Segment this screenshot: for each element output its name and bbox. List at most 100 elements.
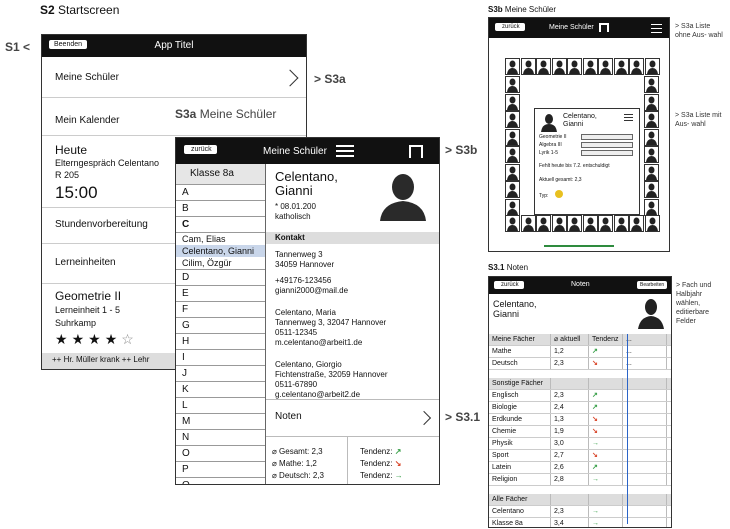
letter-A[interactable]: A: [176, 185, 265, 201]
student-thumbnail[interactable]: [567, 215, 582, 232]
subject-grade[interactable]: 3,0: [551, 438, 589, 449]
list-menu-icon[interactable]: [651, 24, 662, 33]
student-thumbnail[interactable]: [505, 198, 520, 216]
student-thumbnail[interactable]: [505, 76, 520, 93]
letter-J[interactable]: J: [176, 366, 265, 382]
letter-E[interactable]: E: [176, 286, 265, 302]
student-thumbnail[interactable]: [644, 146, 659, 163]
section-other: Sonstige Fächer: [489, 378, 671, 390]
edit-button[interactable]: Bearbeiten: [637, 281, 668, 289]
student-thumbnail[interactable]: [551, 215, 567, 232]
student-thumbnail[interactable]: [505, 163, 520, 181]
class-header[interactable]: Klasse 8a: [176, 164, 265, 185]
student-thumbnail[interactable]: [598, 215, 613, 232]
subject-grade[interactable]: 1,3: [551, 414, 589, 425]
letter-I[interactable]: I: [176, 350, 265, 366]
letter-F[interactable]: F: [176, 302, 265, 318]
s3b-back-button[interactable]: zurück: [495, 23, 525, 31]
student-thumbnail[interactable]: [644, 181, 659, 198]
grid-view-icon[interactable]: [599, 23, 609, 32]
subject-grade[interactable]: 1,9: [551, 426, 589, 437]
student-thumbnail[interactable]: [520, 58, 536, 75]
letter-H[interactable]: H: [176, 334, 265, 350]
s31-name-line1: Celentano,: [493, 299, 537, 309]
s2-subject-block[interactable]: Geometrie II Lerneinheit 1 - 5 Suhrkamp …: [42, 283, 306, 353]
grid-view-icon[interactable]: [409, 145, 423, 158]
student-thumbnail[interactable]: [613, 215, 629, 232]
student-thumbnail[interactable]: [505, 215, 520, 232]
student-thumbnail[interactable]: [505, 58, 520, 75]
student-thumbnail[interactable]: [567, 58, 582, 75]
subject-grade[interactable]: 2,3: [551, 358, 589, 369]
letter-Q[interactable]: Q: [176, 478, 265, 484]
student-list-item[interactable]: Cilim, Özgür: [182, 258, 232, 268]
popup-subject-row: Algebra III: [539, 141, 635, 149]
letter-L[interactable]: L: [176, 398, 265, 414]
s2-item-students[interactable]: Meine Schüler: [42, 57, 306, 98]
s2-back-button[interactable]: Beenden: [49, 40, 88, 49]
student-list-item[interactable]: Cam, Elias: [182, 234, 226, 244]
grade-cell: [623, 414, 667, 425]
letter-G[interactable]: G: [176, 318, 265, 334]
s2-item-units[interactable]: Lerneinheiten: [42, 243, 306, 284]
student-thumbnail[interactable]: [505, 181, 520, 198]
stat-line: ⌀ Mathe: 1,2: [272, 458, 324, 470]
s31-back-button[interactable]: zurück: [494, 281, 524, 289]
student-thumbnail[interactable]: [644, 215, 660, 232]
letter-K[interactable]: K: [176, 382, 265, 398]
student-thumbnail[interactable]: [644, 76, 659, 93]
s2-today-block[interactable]: Heute Elterngespräch Celentano R 205 15:…: [42, 135, 306, 208]
s3a-back-button[interactable]: zurück: [184, 145, 217, 154]
stat-line: ⌀ Deutsch: 2,3: [272, 470, 324, 482]
subject-grade[interactable]: 2,4: [551, 402, 589, 413]
student-thumbnail[interactable]: [520, 215, 536, 232]
letter-P[interactable]: P: [176, 462, 265, 478]
s3b-note-a1: > S3a Liste ohne Aus- wahl: [675, 23, 723, 39]
student-thumbnail[interactable]: [551, 58, 567, 75]
letter-C[interactable]: C: [176, 217, 265, 233]
section-header: Alle Fächer: [489, 494, 551, 505]
student-thumbnail[interactable]: [644, 128, 659, 146]
s2-item-prep[interactable]: Stundenvorbereitung: [42, 207, 306, 244]
student-thumbnail[interactable]: [536, 215, 551, 232]
s3b-accent-bar: [544, 245, 614, 247]
subject-grade[interactable]: 2,3: [551, 390, 589, 401]
student-name-line1: Celentano,: [275, 169, 338, 184]
letter-B[interactable]: B: [176, 201, 265, 217]
student-thumbnail[interactable]: [629, 58, 644, 75]
grades-row[interactable]: Noten: [266, 399, 439, 437]
student-thumbnail[interactable]: [505, 93, 520, 111]
student-thumbnail[interactable]: [505, 128, 520, 146]
star-filled-icon: ★: [104, 331, 118, 347]
student-thumbnail[interactable]: [536, 58, 551, 75]
student-thumbnail[interactable]: [644, 58, 660, 75]
student-thumbnail[interactable]: [644, 111, 659, 128]
s2-item-calendar[interactable]: Mein Kalender: [42, 97, 306, 136]
letter-O[interactable]: O: [176, 446, 265, 462]
student-thumbnail[interactable]: [644, 163, 659, 181]
subject-grade[interactable]: 1,2: [551, 346, 589, 357]
student-list-item[interactable]: Celentano, Gianni: [176, 245, 265, 257]
subject-grade[interactable]: 2,8: [551, 474, 589, 485]
student-thumbnail[interactable]: [582, 215, 598, 232]
list-menu-icon[interactable]: [336, 145, 354, 158]
contact-line: +49176-123456: [275, 276, 332, 285]
s2-event-line2: R 205: [55, 170, 80, 180]
student-grid: [489, 18, 669, 251]
student-thumbnail[interactable]: [505, 146, 520, 163]
letter-D[interactable]: D: [176, 270, 265, 286]
student-thumbnail[interactable]: [582, 58, 598, 75]
stat-line: ⌀ Gesamt: 2,3: [272, 446, 324, 458]
student-thumbnail[interactable]: [644, 198, 659, 216]
letter-M[interactable]: M: [176, 414, 265, 430]
student-thumbnail[interactable]: [505, 111, 520, 128]
student-thumbnail[interactable]: [644, 93, 659, 111]
student-thumbnail[interactable]: [598, 58, 613, 75]
student-thumbnail[interactable]: [613, 58, 629, 75]
student-thumbnail[interactable]: [629, 215, 644, 232]
list-menu-icon[interactable]: [624, 114, 633, 122]
subject-grade[interactable]: 2,7: [551, 450, 589, 461]
s31-titlebar: zurück Noten Bearbeiten: [489, 277, 671, 294]
letter-N[interactable]: N: [176, 430, 265, 446]
subject-grade[interactable]: 2,6: [551, 462, 589, 473]
